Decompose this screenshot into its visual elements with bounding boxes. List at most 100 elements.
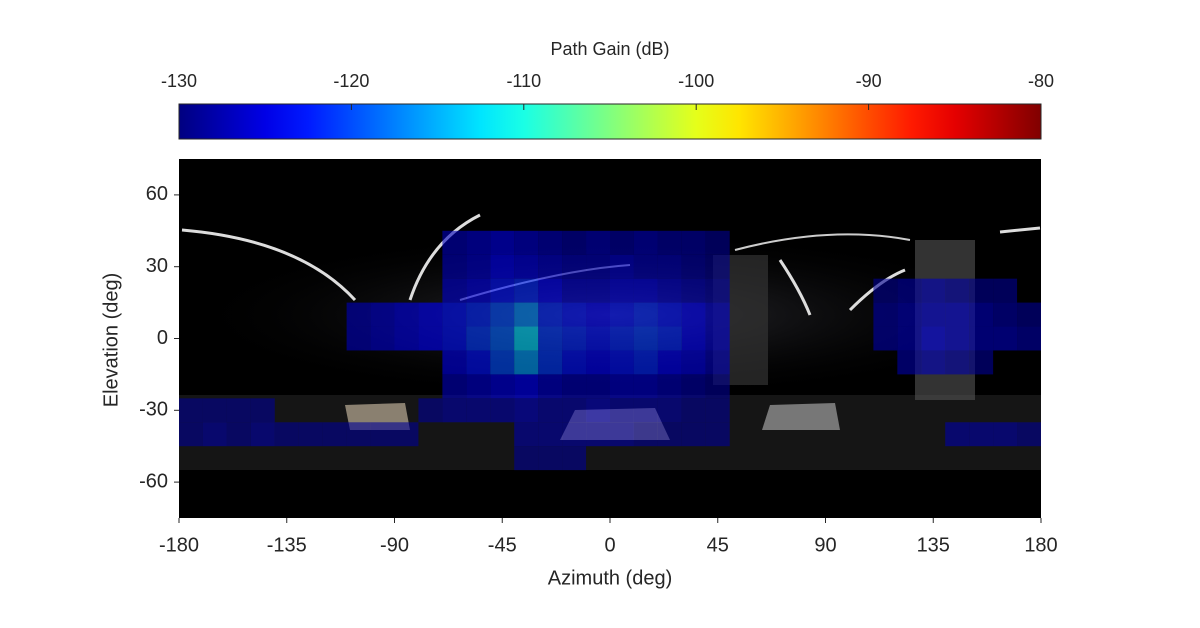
heatmap-cell <box>681 278 706 303</box>
heatmap-cell <box>705 278 730 303</box>
heatmap-cell <box>969 302 994 327</box>
heatmap-cell <box>993 278 1018 303</box>
heatmap-cell <box>442 326 467 351</box>
heatmap-cell <box>969 326 994 351</box>
heatmap-cell <box>705 350 730 375</box>
heatmap-cell <box>562 278 587 303</box>
heatmap-cell <box>681 422 706 447</box>
heatmap-cell <box>657 350 682 375</box>
heatmap-cell <box>490 398 515 423</box>
heatmap-cell <box>657 254 682 279</box>
heatmap-cell <box>897 278 922 303</box>
heatmap-cell <box>466 326 491 351</box>
heatmap-cell <box>873 278 898 303</box>
heatmap-cell <box>610 398 634 423</box>
heatmap-cell <box>202 422 227 447</box>
heatmap-cell <box>562 230 587 255</box>
heatmap-cell <box>226 422 251 447</box>
heatmap-cell <box>1017 302 1041 327</box>
heatmap-cell <box>418 398 443 423</box>
heatmap-cell <box>538 374 563 399</box>
heatmap-cell <box>562 398 587 423</box>
heatmap-cell <box>610 326 634 351</box>
heatmap-cell <box>993 422 1018 447</box>
heatmap-cell <box>562 422 587 447</box>
heatmap-cell <box>322 422 347 447</box>
heatmap-cell <box>562 446 587 471</box>
heatmap-cell <box>705 422 730 447</box>
heatmap-cell <box>538 446 563 471</box>
heatmap-cell <box>897 350 922 375</box>
colorbar-tick-label: -110 <box>506 71 541 91</box>
heatmap-cell <box>969 350 994 375</box>
heatmap-cell <box>370 326 395 351</box>
heatmap-cell <box>442 398 467 423</box>
heatmap-cell <box>442 350 467 375</box>
y-tick-label: 60 <box>146 183 168 205</box>
heatmap-cell <box>346 302 371 327</box>
heatmap-cell <box>562 302 587 327</box>
heatmap-cell <box>179 422 203 447</box>
x-tick-label: 0 <box>604 534 615 556</box>
heatmap-cell <box>681 350 706 375</box>
x-tick-label: -45 <box>488 534 517 556</box>
heatmap-cell <box>681 326 706 351</box>
colorbar-tick-label: -90 <box>856 71 882 91</box>
heatmap-cell <box>442 278 467 303</box>
heatmap-cell <box>586 350 610 375</box>
heatmap-cell <box>466 374 491 399</box>
heatmap-cell <box>394 422 419 447</box>
heatmap-cell <box>418 326 443 351</box>
x-tick-label: 45 <box>707 534 729 556</box>
heatmap-cell <box>490 374 515 399</box>
heatmap-cell <box>586 254 610 279</box>
heatmap-cell <box>562 326 587 351</box>
heatmap-cell <box>610 278 634 303</box>
heatmap-cell <box>705 374 730 399</box>
heatmap-cell <box>490 302 515 327</box>
heatmap-cell <box>442 374 467 399</box>
heatmap-cell <box>610 350 634 375</box>
heatmap-cell <box>969 278 994 303</box>
heatmap-cell <box>610 302 634 327</box>
heatmap-cell <box>562 374 587 399</box>
heatmap-cell <box>466 350 491 375</box>
heatmap-cell <box>490 278 515 303</box>
y-tick-label: 30 <box>146 255 168 277</box>
heatmap-cell <box>514 446 539 471</box>
heatmap-cell <box>514 230 539 255</box>
y-axis-label: Elevation (deg) <box>100 273 122 408</box>
heatmap-cell <box>681 230 706 255</box>
heatmap-cell <box>586 326 610 351</box>
heatmap-cell <box>921 278 946 303</box>
heatmap-cell <box>514 326 539 351</box>
heatmap-cell <box>873 302 898 327</box>
colorbar-tick-label: -100 <box>678 71 714 91</box>
heatmap-cell <box>490 230 515 255</box>
heatmap-cell <box>657 422 682 447</box>
heatmap-cell <box>466 278 491 303</box>
heatmap-cell <box>633 350 658 375</box>
heatmap-cell <box>466 254 491 279</box>
heatmap-cell <box>514 422 539 447</box>
y-tick-label: 0 <box>157 327 168 349</box>
y-tick-label: -30 <box>139 399 168 421</box>
heatmap-cell <box>298 422 323 447</box>
heatmap-cell <box>514 278 539 303</box>
heatmap-cell <box>681 374 706 399</box>
heatmap-cell <box>873 326 898 351</box>
heatmap-cell <box>1017 326 1041 351</box>
heatmap-cell <box>633 398 658 423</box>
heatmap-cell <box>490 350 515 375</box>
heatmap-cell <box>633 254 658 279</box>
heatmap-cell <box>250 422 275 447</box>
heatmap-cell <box>633 278 658 303</box>
x-tick-label: -90 <box>380 534 409 556</box>
colorbar-label: Path Gain (dB) <box>550 39 669 59</box>
heatmap-cell <box>945 302 970 327</box>
heatmap-cell <box>945 350 970 375</box>
colorbar-tick-label: -80 <box>1028 71 1054 91</box>
heatmap-cell <box>1017 422 1041 447</box>
heatmap-cell <box>993 326 1018 351</box>
